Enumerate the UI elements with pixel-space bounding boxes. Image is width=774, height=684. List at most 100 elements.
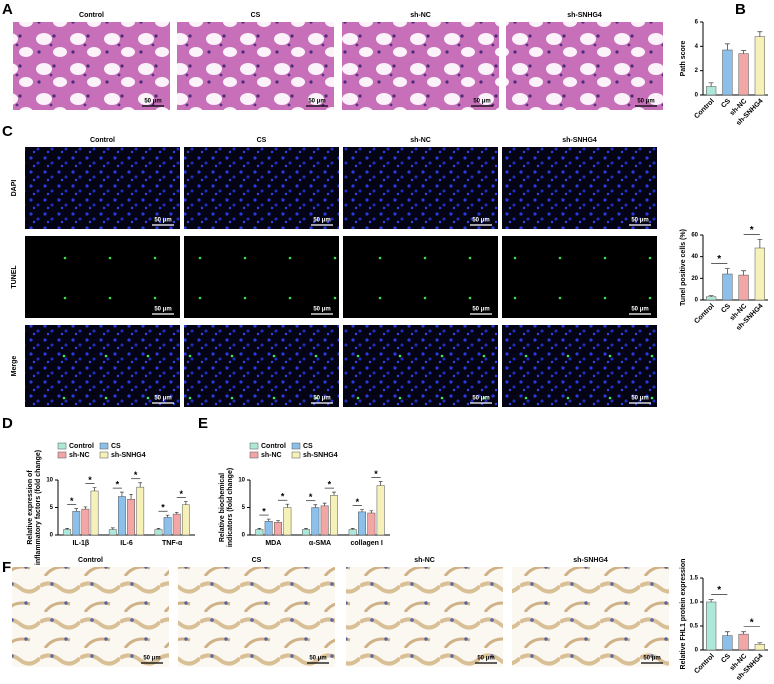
y-axis-label: Relative biochemical — [219, 473, 226, 542]
micrograph — [506, 22, 663, 110]
y-axis-label: Tunel positive cells (%) — [680, 229, 687, 306]
x-tick-label: Control — [693, 303, 716, 326]
column-header: sh-SNHG4 — [573, 557, 608, 564]
significance-label: * — [717, 585, 721, 596]
y-tick-label: 0 — [695, 93, 699, 99]
bar — [754, 643, 765, 651]
micrograph — [512, 567, 669, 667]
bar — [367, 512, 376, 536]
column-header: sh-SNHG4 — [567, 12, 602, 19]
significance-label: * — [750, 225, 754, 236]
bar — [302, 529, 310, 536]
panel-letter: E — [198, 415, 208, 432]
panel-letter: F — [2, 559, 11, 576]
bar — [722, 49, 733, 96]
significance-label: * — [356, 497, 360, 507]
y-tick-label: 0.5 — [690, 624, 699, 630]
scale-label: 50 μm — [631, 307, 648, 313]
bar — [706, 296, 717, 301]
significance-label: * — [134, 470, 138, 480]
bar — [264, 521, 273, 536]
scale-label: 50 μm — [313, 396, 330, 402]
bar — [348, 529, 357, 536]
legend-swatch — [249, 442, 259, 450]
legend-swatch — [57, 451, 67, 459]
bar — [181, 504, 190, 536]
bar — [706, 86, 717, 96]
panel-letter: B — [735, 1, 746, 18]
x-tick-label: collagen I — [351, 540, 383, 547]
x-tick-label: IL-1β — [72, 540, 89, 547]
significance-label: * — [328, 479, 332, 489]
error-bar — [378, 481, 383, 486]
micrograph — [13, 22, 170, 110]
scale-label: 50 μm — [472, 396, 489, 402]
bar — [136, 486, 145, 536]
error-bar — [708, 599, 714, 602]
scale-label: 50 μm — [473, 99, 490, 105]
micrograph — [343, 236, 498, 318]
significance-label: * — [309, 492, 313, 502]
bar — [706, 601, 717, 651]
scale-label: 50 μm — [308, 99, 325, 105]
y-axis-label: Path score — [680, 40, 687, 76]
scale-label: 50 μm — [313, 307, 330, 313]
column-header: Control — [79, 12, 104, 19]
bar — [118, 496, 126, 536]
row-label: Merge — [11, 356, 18, 377]
column-header: CS — [251, 12, 261, 19]
bar — [72, 511, 81, 536]
column-header: sh-NC — [410, 137, 431, 144]
scale-label: 50 μm — [472, 218, 489, 224]
micrograph — [25, 147, 180, 229]
bar — [738, 633, 749, 651]
legend-label: sh-SNHG4 — [303, 452, 338, 459]
y-axis-label: Relative FHL1 protein expression — [680, 559, 687, 670]
micrograph — [184, 147, 339, 229]
legend-swatch — [99, 442, 109, 450]
y-tick-label: 40 — [691, 254, 698, 260]
y-tick-label: 20 — [691, 276, 698, 282]
error-bar — [313, 504, 318, 508]
scale-label: 50 μm — [472, 307, 489, 313]
error-bar — [83, 506, 88, 510]
column-header: CS — [252, 557, 262, 564]
x-tick-label: MDA — [265, 540, 281, 547]
significance-label: * — [262, 506, 266, 516]
error-bar — [184, 501, 188, 505]
scale-label: 50 μm — [309, 656, 326, 662]
error-bar — [708, 295, 714, 297]
x-tick-label: Control — [693, 98, 716, 121]
x-tick-label: Control — [693, 653, 716, 676]
y-tick-label: 0 — [50, 533, 54, 539]
y-tick-label: 10 — [238, 478, 245, 484]
significance-label: * — [180, 489, 184, 499]
bar — [63, 529, 72, 536]
scale-label: 50 μm — [637, 99, 654, 105]
bar — [163, 517, 172, 536]
error-bar — [92, 487, 97, 491]
x-tick-label: CS — [720, 303, 732, 315]
error-bar — [741, 270, 747, 276]
scale-label: 50 μm — [154, 396, 171, 402]
bar — [722, 635, 733, 651]
micrograph — [343, 325, 498, 407]
significance-label: * — [116, 479, 120, 489]
y-axis-label: indicators (fold change) — [227, 468, 234, 547]
column-header: Control — [78, 557, 103, 564]
micrograph — [184, 236, 339, 318]
error-bar — [129, 493, 133, 500]
error-bar — [757, 642, 763, 645]
micrograph — [502, 236, 657, 318]
legend-label: Control — [69, 443, 94, 450]
bar — [81, 508, 90, 536]
significance-label: * — [717, 254, 721, 265]
y-axis-label: inflammatory factors (fold change) — [35, 450, 42, 565]
y-tick-label: 1.0 — [690, 600, 699, 606]
error-bar — [360, 509, 364, 512]
y-tick-label: 2 — [695, 68, 699, 74]
y-tick-label: 10 — [46, 478, 53, 484]
scale-label: 50 μm — [643, 656, 660, 662]
y-tick-label: 60 — [691, 233, 698, 239]
micrograph — [346, 567, 503, 667]
